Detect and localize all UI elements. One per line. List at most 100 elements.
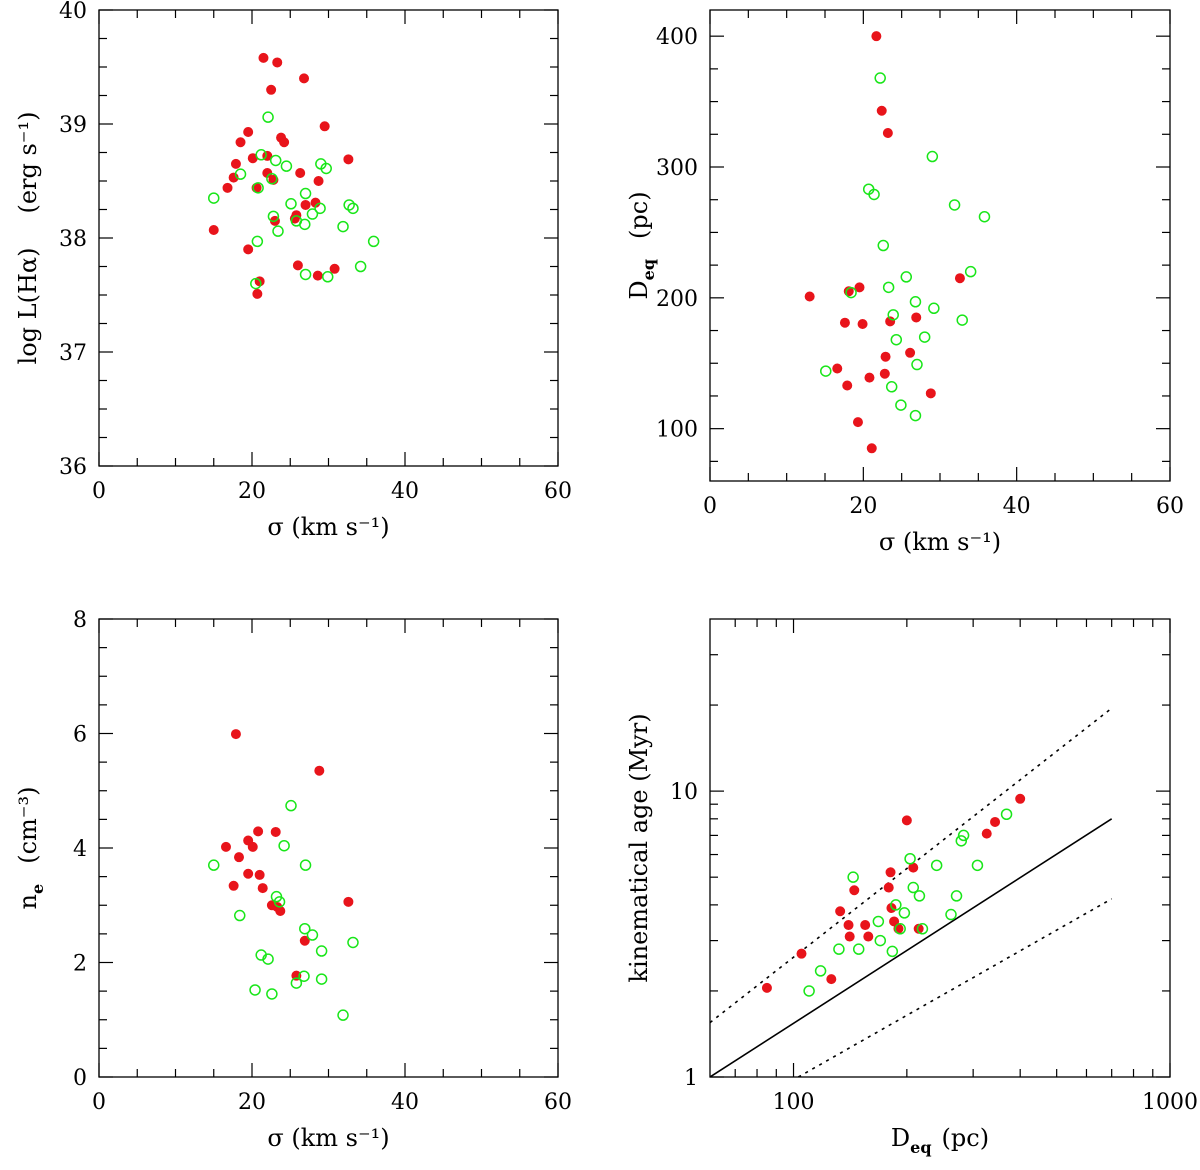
data-point-green: [306, 929, 319, 941]
data-point-red: [275, 905, 286, 916]
data-point-red: [864, 372, 875, 383]
y-axis-label-base: n: [14, 894, 42, 909]
x-axis-label: σ (km s⁻¹): [879, 528, 1001, 556]
panel-diameter-vs-sigma: 0 20 40 60 100 200 300 400 σ (km s⁻¹) Deq (pc): [625, 9, 1184, 556]
data-point-red: [254, 869, 265, 880]
data-point-green: [299, 218, 311, 231]
y-tick-label: 200: [656, 287, 698, 312]
data-point-red: [253, 826, 264, 837]
data-point-red: [863, 931, 874, 942]
data-point-green: [916, 923, 929, 935]
x-tick-label: 60: [544, 479, 572, 504]
plot-frame: [98, 618, 559, 1078]
y-axis-label: kinematical age (Myr): [625, 713, 653, 982]
x-axis-label-base: D: [891, 1124, 910, 1152]
data-point-green: [315, 973, 328, 985]
data-point-green: [909, 409, 922, 422]
data-point-red: [761, 982, 772, 993]
data-point-green: [926, 150, 939, 163]
data-point-red: [880, 351, 891, 362]
data-point-green: [280, 160, 293, 172]
data-point-red: [860, 920, 871, 931]
data-point-red: [266, 84, 277, 95]
data-point-red: [258, 52, 269, 63]
x-tick-label: 40: [391, 1090, 419, 1115]
plot-frame: [709, 618, 1171, 1078]
plot-frame: [98, 9, 559, 467]
data-point-green: [234, 909, 246, 922]
data-point-green: [803, 985, 815, 997]
y-tick-label: 300: [656, 156, 698, 181]
data-point-green: [262, 953, 274, 965]
data-point-red: [230, 729, 241, 740]
y-axis-label: ne (cm⁻³): [14, 787, 47, 910]
data-point-green: [249, 984, 261, 996]
data-point-red: [879, 368, 890, 379]
data-point-red: [804, 291, 815, 302]
data-point-green: [266, 988, 278, 1000]
data-point-red: [343, 154, 354, 165]
data-point-red: [220, 841, 231, 852]
x-axis-label-unit: (pc): [942, 1124, 990, 1152]
y-tick-label: 10: [670, 780, 698, 805]
data-point-red: [852, 417, 863, 428]
data-point-green: [895, 399, 907, 411]
data-point-green: [909, 296, 922, 308]
data-point-red: [257, 883, 268, 894]
x-tick-label: 20: [238, 1090, 266, 1115]
data-point-green: [890, 899, 902, 911]
data-point-red: [252, 288, 263, 299]
y-tick-label: 39: [59, 113, 87, 138]
data-point-green: [898, 907, 911, 919]
x-tick-label: 20: [849, 494, 877, 519]
data-point-green: [367, 235, 380, 248]
data-point-red: [233, 852, 244, 863]
data-point-green: [299, 187, 312, 200]
data-point-red: [854, 282, 865, 293]
data-point-green: [208, 192, 220, 204]
data-point-green: [234, 168, 247, 180]
data-point-green: [208, 859, 220, 871]
data-point-red: [905, 347, 916, 358]
data-point-red: [313, 175, 324, 186]
data-point-green: [845, 286, 857, 299]
x-tick-label: 40: [1003, 494, 1031, 519]
data-point-green: [251, 235, 264, 248]
data-point-red: [885, 867, 896, 878]
data-point-red: [901, 815, 912, 826]
data-point-red: [243, 244, 254, 255]
data-point-red: [247, 841, 258, 852]
y-tick-label: 0: [73, 1066, 87, 1091]
y-tick-label: 1: [684, 1066, 698, 1091]
y-axis-label-subscript: e: [28, 884, 47, 894]
data-point-green: [347, 202, 359, 215]
data-point-green: [930, 859, 943, 872]
data-point-green: [918, 331, 931, 343]
data-point-green: [269, 154, 282, 167]
data-point-green: [887, 309, 899, 321]
y-axis-label: Deq (pc): [625, 191, 658, 299]
data-point-green: [252, 182, 264, 194]
data-point-green: [321, 271, 334, 283]
data-point-green: [347, 936, 359, 949]
x-axis-label: σ (km s⁻¹): [267, 513, 389, 541]
data-point-red: [981, 828, 992, 839]
data-point-red: [243, 126, 254, 137]
x-tick-label: 100: [773, 1090, 815, 1115]
data-point-red: [911, 312, 922, 323]
data-point-green: [315, 945, 328, 957]
data-point-green: [900, 271, 913, 283]
data-point-red: [314, 765, 325, 776]
data-point-red: [871, 31, 882, 42]
data-point-red: [889, 916, 900, 927]
data-point-red: [295, 168, 306, 179]
data-point-green: [266, 172, 278, 185]
data-point-green: [911, 358, 923, 371]
data-point-green: [890, 333, 903, 346]
data-point-red: [243, 868, 254, 879]
y-tick-label: 100: [656, 418, 698, 443]
data-point-red: [329, 263, 340, 274]
data-point-green: [273, 896, 286, 908]
y-tick-label: 40: [59, 0, 87, 24]
